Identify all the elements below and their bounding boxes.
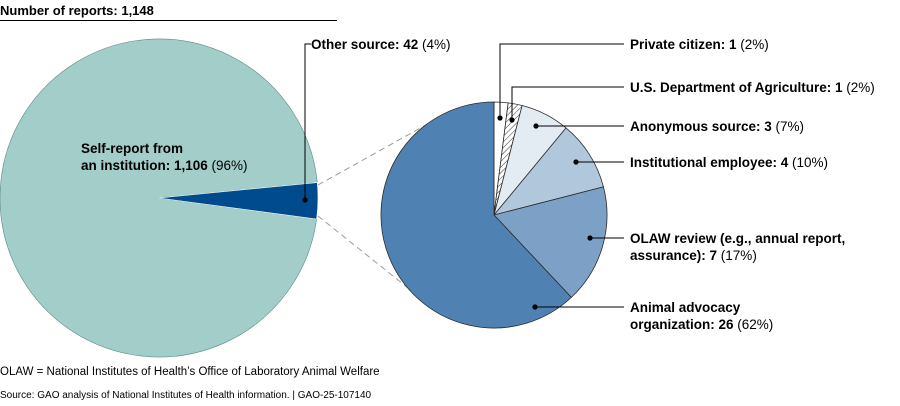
olaw-review-label-bold2: assurance): 7	[630, 248, 717, 263]
pie-of-pie-chart: Self-report from an institution: 1,106 (9…	[0, 37, 875, 358]
slice-other-source	[158, 182, 319, 220]
abbreviation-note: OLAW = National Institutes of Health’s O…	[0, 366, 380, 378]
animal-advocacy-label-pct: (62%)	[734, 317, 774, 332]
animal-advocacy-label-bold2: organization: 26	[630, 317, 734, 332]
private-citizen-label-bold: Private citizen: 1	[630, 37, 737, 52]
slice-institutional-employee-4	[492, 127, 604, 216]
institutional-employee-label-pct: (10%)	[788, 155, 828, 170]
connector-top	[317, 120, 434, 186]
private-citizen-leader	[499, 43, 624, 118]
anonymous-source-label-pct: (7%)	[772, 119, 804, 134]
usda-label-pct: (2%)	[843, 80, 875, 95]
self-report-label-pct: (96%)	[208, 158, 248, 173]
animal-advocacy-label-bold: Animal advocacy	[630, 300, 741, 315]
private-citizen-label-pct: (2%)	[737, 37, 769, 52]
total-reports-label: Number of reports: 1,148	[0, 3, 154, 18]
slice-animal-advocacy	[380, 101, 572, 329]
other-source-label-pct: (4%)	[418, 37, 450, 52]
usda-label-bold: U.S. Department of Agriculture: 1	[630, 80, 843, 95]
other-source-leader	[304, 43, 311, 200]
usda-label: U.S. Department of Agriculture: 1 (2%)	[630, 80, 875, 95]
slice-self-report	[0, 38, 318, 358]
slice-olaw-review-e-g-annual-report	[493, 186, 608, 298]
anonymous-source-label: Anonymous source: 3 (7%)	[630, 119, 804, 134]
source-note: Source: GAO analysis of National Institu…	[0, 390, 372, 401]
olaw-review-label-pct: (17%)	[717, 248, 757, 263]
usda-leader	[511, 86, 624, 120]
institutional-employee-label-bold: Institutional employee: 4	[630, 155, 789, 170]
other-source-label-bold: Other source: 42	[311, 37, 418, 52]
self-report-label: Self-report from an institution: 1,106 (9…	[81, 141, 248, 173]
self-report-label-bold: Self-report from	[81, 141, 183, 156]
animal-advocacy-label: Animal advocacy organization: 26 (62%)	[630, 300, 773, 332]
other-source-label: Other source: 42 (4%)	[311, 37, 451, 52]
olaw-review-label: OLAW review (e.g., annual report, assuran…	[630, 231, 845, 263]
private-citizen-label: Private citizen: 1 (2%)	[630, 37, 769, 52]
self-report-label-bold2: an institution: 1,106	[81, 158, 208, 173]
institutional-employee-label: Institutional employee: 4 (10%)	[630, 155, 828, 170]
anonymous-source-label-bold: Anonymous source: 3	[630, 119, 772, 134]
olaw-review-label-bold: OLAW review (e.g., annual report,	[630, 231, 845, 246]
header-rule	[0, 20, 337, 21]
